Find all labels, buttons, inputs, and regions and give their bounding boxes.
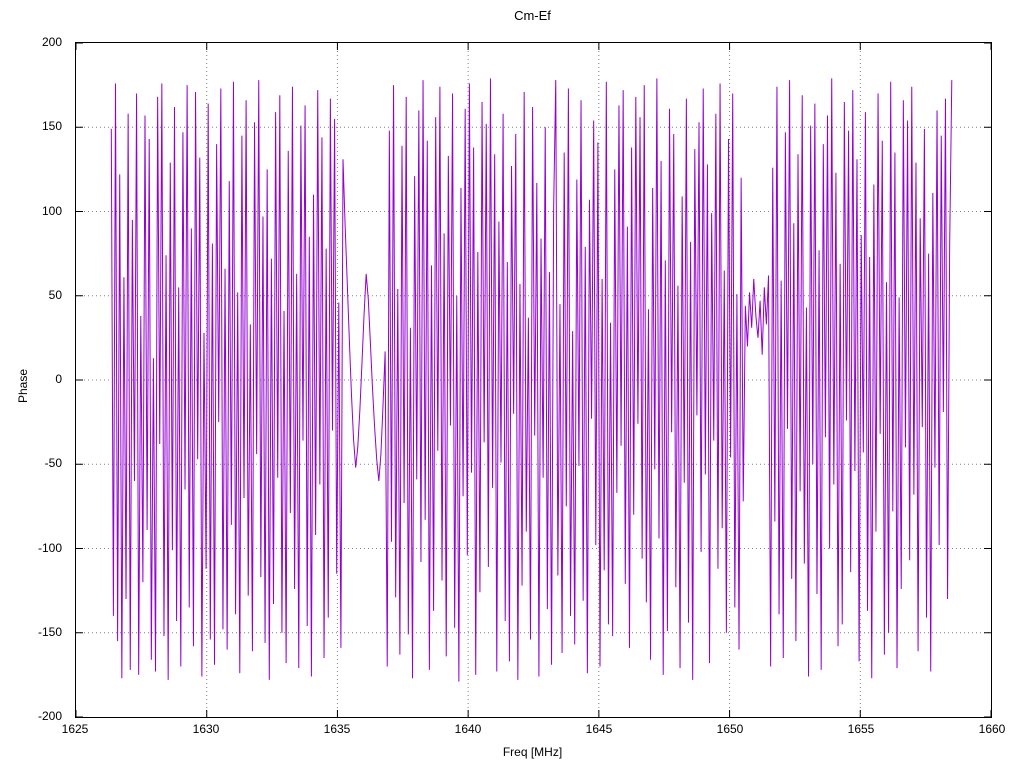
x-tick-label: 1640 xyxy=(454,722,482,736)
x-tick-label: 1650 xyxy=(716,722,744,736)
y-tick-label: 100 xyxy=(41,203,62,218)
y-axis-tick-labels: -200 -150 -100 -50 0 50 100 150 200 xyxy=(0,35,70,723)
y-tick-label: -150 xyxy=(37,624,62,639)
x-axis-label: Freq [MHz] xyxy=(502,745,563,759)
x-tick-label: 1635 xyxy=(323,722,351,736)
phase-plot-svg xyxy=(76,43,991,717)
y-tick-label: -50 xyxy=(44,456,62,471)
y-tick-label: 0 xyxy=(55,372,62,386)
y-tick-label: 150 xyxy=(41,119,62,134)
axis-ticks xyxy=(76,43,991,717)
y-tick-label: -200 xyxy=(37,709,62,723)
x-tick-label: 1645 xyxy=(585,722,613,736)
x-axis-tick-labels: 1625 1630 1635 1640 1645 1650 1655 1660 xyxy=(62,722,1006,738)
y-tick-label: 50 xyxy=(48,287,62,302)
x-tick-label: 1630 xyxy=(192,722,220,736)
plot-area xyxy=(75,42,992,718)
y-tick-label: 200 xyxy=(41,35,62,49)
x-tick-label: 1660 xyxy=(978,722,1006,736)
y-tick-label: -100 xyxy=(37,540,62,555)
phase-series xyxy=(110,78,953,682)
x-tick-label: 1625 xyxy=(61,722,89,736)
chart-title: Cm-Ef xyxy=(514,8,551,23)
x-tick-label: 1655 xyxy=(847,722,875,736)
